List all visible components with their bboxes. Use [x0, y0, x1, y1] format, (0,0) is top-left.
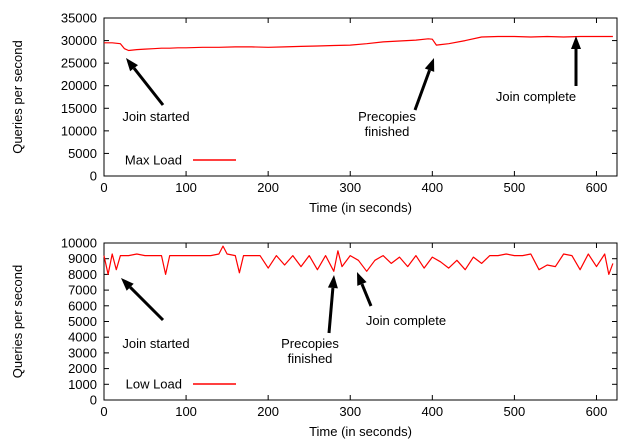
annotation-arrowhead [126, 58, 138, 72]
annotation-label: Join started [122, 109, 189, 124]
y-axis-title: Queries per second [10, 40, 25, 153]
x-tick-label: 300 [339, 404, 361, 419]
x-axis-title: Time (in seconds) [309, 424, 412, 439]
y-axis-title: Queries per second [10, 265, 25, 378]
y-tick-label: 6000 [68, 298, 97, 313]
y-tick-label: 9000 [68, 251, 97, 266]
annotation-arrow [413, 69, 431, 111]
y-tick-label: 5000 [68, 146, 97, 161]
y-tick-label: 7000 [68, 283, 97, 298]
y-tick-label: 0 [90, 393, 97, 408]
annotation-arrow [360, 283, 373, 307]
y-tick-label: 3000 [68, 345, 97, 360]
chart-panel-1: 0 5000 10000 15000 20000 25000 30000 35000 0 100 2… [10, 11, 618, 215]
x-tick-label: 600 [586, 180, 608, 195]
x-tick-label: 500 [504, 180, 526, 195]
annotation-arrowhead [327, 275, 338, 289]
legend-label: Low Load [126, 377, 182, 392]
y-tick-label: 2000 [68, 361, 97, 376]
y-tick-label: 35000 [61, 11, 97, 26]
annotation-arrow [132, 67, 165, 106]
legend-label: Max Load [125, 153, 182, 168]
chart-panel-2: 0100020003000400050006000700080009000100… [10, 236, 618, 439]
y-tick-label: 30000 [61, 33, 97, 48]
y-tick-label: 1000 [68, 377, 97, 392]
x-tick-label: 600 [586, 404, 608, 419]
series-line [104, 35, 613, 52]
x-tick-label: 0 [100, 404, 107, 419]
series-line [103, 245, 614, 275]
x-tick-label: 100 [175, 180, 197, 195]
y-tick-label: 8000 [68, 267, 97, 282]
x-tick-label: 300 [339, 180, 361, 195]
y-tick-label: 0 [90, 169, 97, 184]
annotation-arrowhead [571, 36, 581, 49]
x-tick-label: 500 [504, 404, 526, 419]
annotation-arrowhead [357, 272, 367, 286]
y-tick-label: 10000 [61, 236, 97, 251]
annotation-arrow [327, 287, 335, 334]
annotation-arrowhead [424, 58, 435, 72]
x-tick-label: 200 [257, 404, 279, 419]
x-tick-label: 100 [175, 404, 197, 419]
annotation-label: Precopies finished [281, 336, 339, 366]
y-tick-label: 5000 [68, 314, 97, 329]
y-tick-label: 4000 [68, 330, 97, 345]
annotation-arrowhead [121, 278, 134, 291]
annotation-label: Join started [122, 336, 189, 351]
plot-frame [103, 17, 618, 177]
annotation-label: Precopies finished [358, 109, 416, 139]
y-tick-label: 15000 [61, 101, 97, 116]
x-axis-title: Time (in seconds) [309, 200, 412, 215]
annotation-arrow [129, 286, 165, 322]
x-tick-label: 400 [421, 404, 443, 419]
y-tick-label: 25000 [61, 56, 97, 71]
annotation-label: Join complete [496, 89, 576, 104]
x-tick-label: 200 [257, 180, 279, 195]
y-tick-label: 10000 [61, 123, 97, 138]
y-tick-label: 20000 [61, 78, 97, 93]
x-tick-label: 0 [100, 180, 107, 195]
x-tick-label: 400 [421, 180, 443, 195]
annotation-label: Join complete [366, 313, 446, 328]
